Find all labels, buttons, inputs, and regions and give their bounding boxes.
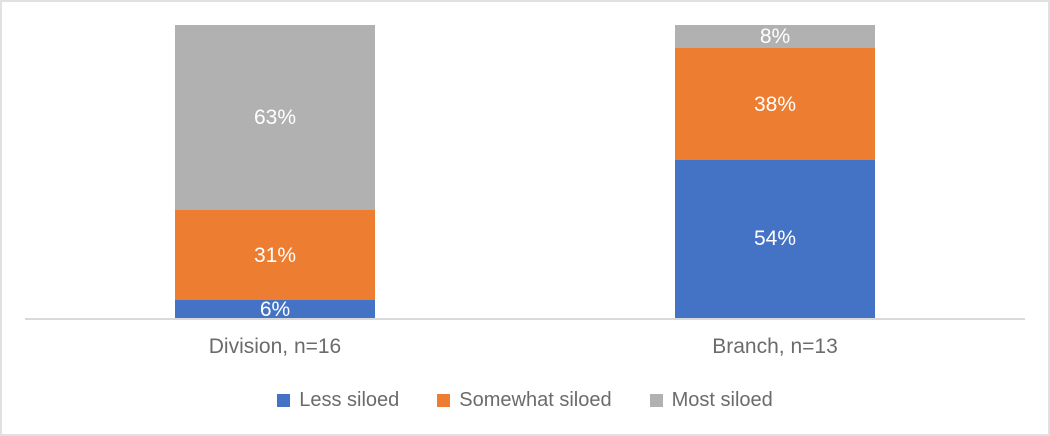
bar-segment: 8%: [675, 25, 875, 49]
bar-segment: 54%: [675, 159, 875, 318]
legend-marker-icon: [649, 394, 663, 407]
data-label: 54%: [753, 227, 797, 251]
category-label: Branch, n=13: [712, 335, 838, 358]
data-label: 8%: [759, 25, 791, 49]
x-axis-line: [25, 318, 1025, 320]
legend: Less siloed Somewhat siloed Most siloed: [2, 389, 1048, 412]
data-label: 31%: [253, 243, 297, 267]
bar-segment: 38%: [675, 48, 875, 160]
data-label: 63%: [253, 105, 297, 129]
bar-1: 6% 31% 63%: [175, 25, 375, 321]
bar-segment: 6%: [175, 297, 375, 321]
legend-item: Somewhat siloed: [437, 389, 612, 412]
legend-item: Most siloed: [649, 389, 773, 412]
category-label: Division, n=16: [208, 335, 342, 358]
bar-segment: 31%: [175, 209, 375, 301]
data-label: 38%: [753, 92, 797, 116]
bar-segment: 63%: [175, 25, 375, 210]
legend-label: Less siloed: [299, 389, 400, 411]
legend-marker-icon: [437, 394, 451, 407]
data-label: 6%: [259, 297, 291, 321]
legend-item: Less siloed: [277, 389, 399, 412]
legend-marker-icon: [277, 394, 291, 407]
bar-2: 54% 38% 8%: [675, 25, 875, 318]
legend-label: Somewhat siloed: [459, 389, 612, 411]
legend-label: Most siloed: [671, 389, 773, 411]
